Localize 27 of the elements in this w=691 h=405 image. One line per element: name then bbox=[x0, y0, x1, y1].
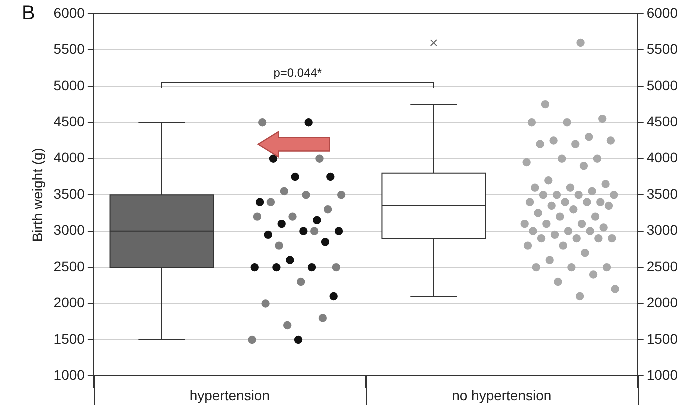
annotation: p=0.044* bbox=[274, 66, 322, 80]
y2-tick-label: 4000 bbox=[646, 150, 678, 166]
y2-tick-label: 3000 bbox=[646, 222, 678, 238]
y-axis-title: Birth weight (g) bbox=[29, 148, 46, 242]
y2-tick-label: 2000 bbox=[646, 294, 678, 311]
y2-tick-label: 5000 bbox=[646, 77, 678, 94]
y2-tick-label: 1000 bbox=[646, 367, 678, 384]
y-tick-label: 4500 bbox=[54, 114, 86, 130]
y-tick-label: 5000 bbox=[54, 77, 86, 94]
y-tick-label: 3500 bbox=[54, 186, 86, 202]
y-tick-label: 2000 bbox=[54, 294, 86, 311]
y2-tick-label: 1500 bbox=[646, 330, 678, 347]
y2-tick-label: 4500 bbox=[646, 114, 678, 130]
y-tick-label: 1500 bbox=[54, 330, 86, 347]
y-tick-label: 3000 bbox=[54, 222, 86, 238]
y2-tick-label: 6000 bbox=[646, 4, 678, 21]
y2-tick-label: 3500 bbox=[646, 186, 678, 202]
y-tick-label: 5500 bbox=[54, 41, 86, 58]
x-tick-label: no hypertension bbox=[452, 387, 552, 404]
y-tick-label: 4000 bbox=[54, 150, 86, 166]
y-tick-label: 2500 bbox=[54, 258, 86, 274]
chart-title: B bbox=[22, 2, 36, 25]
y2-tick-label: 5500 bbox=[646, 41, 678, 58]
y-tick-label: 1000 bbox=[54, 367, 86, 384]
x-tick-label: hypertension bbox=[190, 387, 270, 404]
y2-tick-label: 2500 bbox=[646, 258, 678, 274]
y-tick-label: 6000 bbox=[54, 4, 86, 21]
